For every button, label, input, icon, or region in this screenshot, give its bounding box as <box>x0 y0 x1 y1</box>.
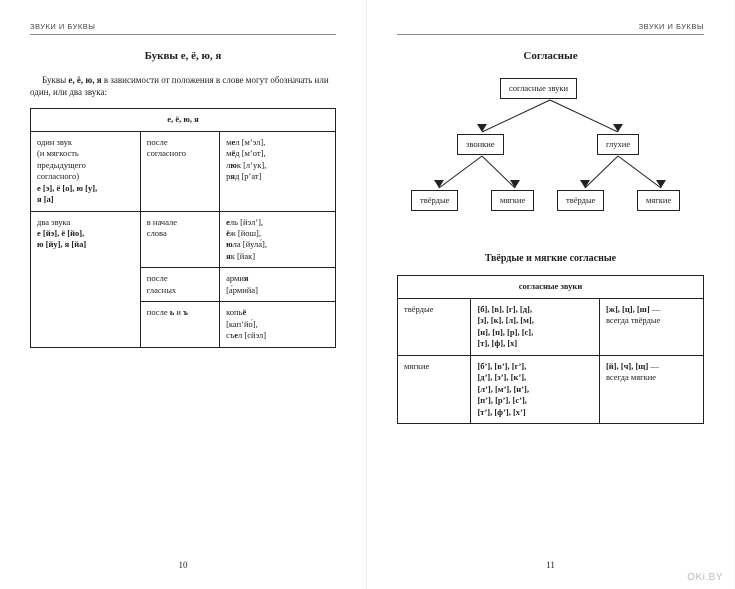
cell: [ж], [ц], [ш] —всегда твёрдые <box>606 304 660 325</box>
running-head-right: ЗВУКИ И БУКВЫ <box>397 22 704 35</box>
tree-node: глухие <box>597 134 639 155</box>
vowel-table-header: е, ё, ю, я <box>31 109 336 131</box>
hard-soft-table: согласные звуки твёрдые [б], [в], [г], [… <box>397 275 704 424</box>
tree-node: мягкие <box>637 190 680 211</box>
cell: копьё[кап’йо́],съел [сйэл] <box>226 307 266 340</box>
running-head-left: ЗВУКИ И БУКВЫ <box>30 22 336 35</box>
tree-node: твёрдые <box>557 190 604 211</box>
tree-node: твёрдые <box>411 190 458 211</box>
table-row: твёрдые [б], [в], [г], [д],[з], [к], [л]… <box>398 298 704 355</box>
page-number-left: 10 <box>0 559 366 571</box>
cell: [б], [в], [г], [д],[з], [к], [л], [м],[н… <box>471 298 600 355</box>
table-row: один звук(и мягкостьпредыдущегосогласног… <box>31 131 336 211</box>
right-subtitle: Твёрдые и мягкие согласные <box>397 252 704 266</box>
tree-node: мягкие <box>491 190 534 211</box>
table-row: два звукае [йэ], ё [йо],ю [йу], я [йа] в… <box>31 211 336 268</box>
intro-paragraph: Буквы е, ё, ю, я в зависимости от положе… <box>30 74 336 98</box>
cell: после ь и ъ <box>147 307 188 317</box>
cell: ель [йэл’],ёж [йош],юла [йула́],як [йак] <box>226 217 267 261</box>
hs-table-header: согласные звуки <box>398 276 704 298</box>
page-spread: ЗВУКИ И БУКВЫ Буквы е, ё, ю, я Буквы е, … <box>0 0 735 589</box>
cell: мягкие <box>398 355 471 423</box>
page-right: ЗВУКИ И БУКВЫ Согласные <box>367 0 734 589</box>
cell: послегласных <box>140 268 219 302</box>
vowel-table: е, ё, ю, я один звук(и мягкостьпредыдуще… <box>30 108 336 348</box>
cell: два звукае [йэ], ё [йо],ю [йу], я [йа] <box>37 217 86 250</box>
consonant-tree: согласные звуки звонкие глухие твёрдые м… <box>397 74 704 234</box>
cell: [б’], [в’], [г’],[д’], [з’], [к’],[л’], … <box>471 355 600 423</box>
cell: один звук(и мягкостьпредыдущегосогласног… <box>37 137 97 204</box>
page-left: ЗВУКИ И БУКВЫ Буквы е, ё, ю, я Буквы е, … <box>0 0 367 589</box>
cell: [й], [ч], [щ] —всегда мягкие <box>606 361 659 382</box>
cell: твёрдые <box>398 298 471 355</box>
tree-node: звонкие <box>457 134 504 155</box>
cell: в началеслова <box>140 211 219 268</box>
cell: мел [м’эл],мёд [м’от],люк [л’ук],ряд [р’… <box>226 137 266 181</box>
watermark: OKi.BY <box>687 572 723 583</box>
cell: армия[а́рмийа] <box>226 273 258 294</box>
intro-bold: е, ё, ю, я <box>68 75 101 85</box>
table-row: мягкие [б’], [в’], [г’],[д’], [з’], [к’]… <box>398 355 704 423</box>
cell: послесогласного <box>140 131 219 211</box>
right-title: Согласные <box>397 49 704 64</box>
tree-node-root: согласные звуки <box>500 78 577 99</box>
left-title: Буквы е, ё, ю, я <box>30 49 336 64</box>
intro-pre: Буквы <box>42 75 68 85</box>
page-number-right: 11 <box>367 559 734 571</box>
